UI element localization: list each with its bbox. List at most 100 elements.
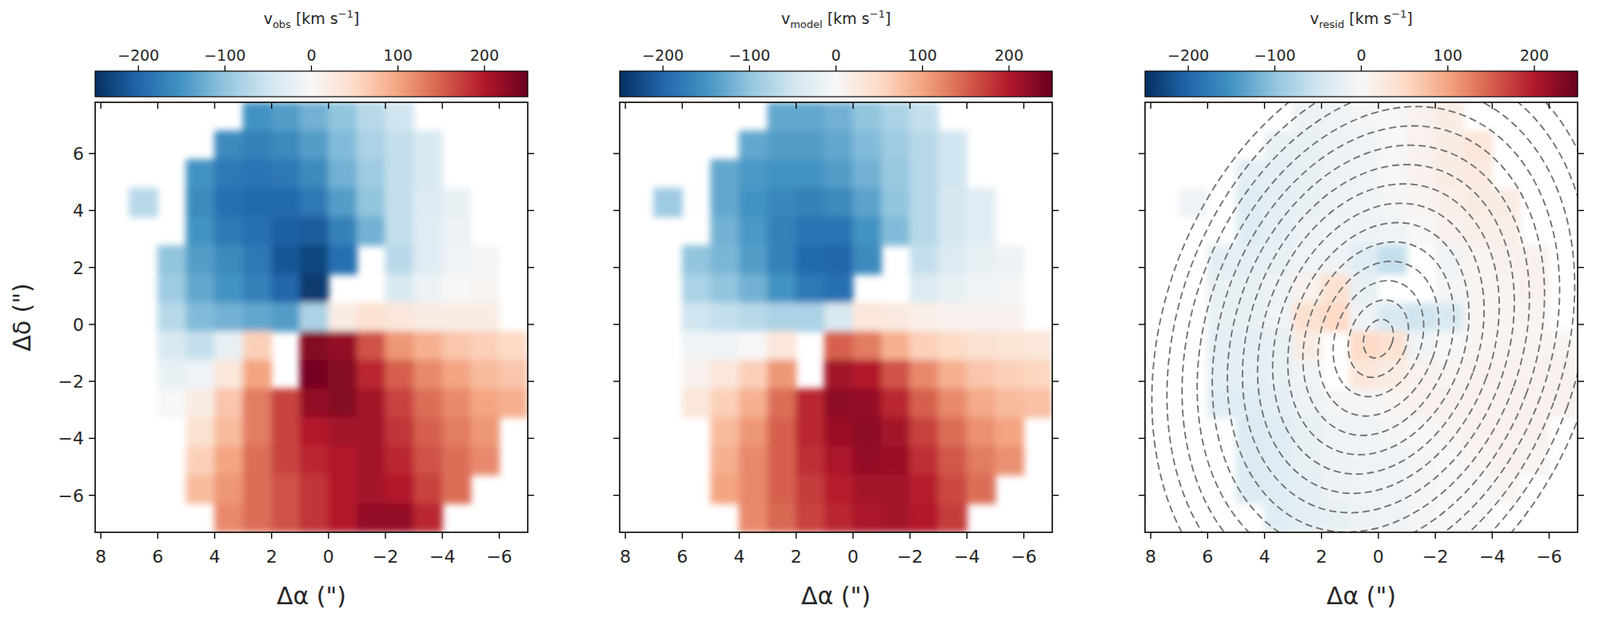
velocity-cell [243, 216, 273, 247]
colorbar-title-part: −1 [1391, 7, 1407, 20]
velocity-cell [852, 388, 882, 419]
x-tick-label: −2 [1422, 546, 1449, 567]
x-tick [498, 102, 500, 109]
velocity-cell [1264, 274, 1294, 304]
colorbar-title: vmodel [km s−1] [781, 7, 891, 31]
velocity-cell [1435, 187, 1465, 218]
colorbar-tick [483, 65, 485, 72]
velocity-cell [1435, 446, 1465, 476]
velocity-cell [852, 245, 882, 276]
velocity-cell [1292, 331, 1323, 361]
velocity-cell [185, 417, 216, 447]
velocity-cell [852, 130, 882, 160]
y-tick [1052, 152, 1059, 154]
velocity-cell [1435, 417, 1465, 447]
velocity-map [1178, 102, 1578, 533]
velocity-cell [710, 474, 740, 505]
velocity-cell [327, 303, 358, 333]
velocity-cell [1406, 417, 1437, 447]
x-tick [852, 532, 854, 539]
model-ring [1145, 102, 1578, 533]
velocity-cell [1406, 359, 1437, 390]
velocity-cell [1349, 245, 1380, 276]
velocity-cell [271, 474, 301, 505]
velocity-cell [498, 388, 528, 419]
velocity-cell [1264, 388, 1294, 419]
velocity-cell [327, 245, 358, 276]
x-tick-label: 6 [1201, 546, 1213, 567]
velocity-cell [1406, 303, 1437, 333]
velocity-cell [1492, 274, 1522, 304]
y-tick [1138, 438, 1146, 439]
velocity-cell [1264, 474, 1294, 505]
x-tick-label: 4 [733, 546, 745, 567]
velocity-cell [1377, 187, 1408, 218]
velocity-cell [1292, 474, 1323, 505]
velocity-cell [385, 159, 415, 189]
y-tick [1052, 438, 1059, 439]
velocity-cell [413, 446, 443, 476]
velocity-cell [1406, 388, 1437, 419]
velocity-cell [710, 187, 740, 218]
colorbar-tick-label: 100 [908, 46, 938, 64]
colorbar-title-part: ] [1406, 9, 1413, 28]
y-tick [613, 438, 620, 439]
velocity-cell [185, 359, 216, 390]
velocity-cell [682, 331, 712, 361]
colorbar-tick [1008, 65, 1010, 72]
velocity-cell [966, 274, 997, 304]
velocity-cell [994, 331, 1025, 361]
y-tick [1577, 323, 1585, 325]
velocity-cell [243, 130, 273, 160]
model-ring [1175, 102, 1578, 533]
velocity-cell [271, 130, 301, 160]
velocity-cell [909, 417, 940, 447]
x-axis-title: Δα (") [276, 582, 347, 611]
velocity-cell [1463, 388, 1493, 419]
velocity-cell [442, 303, 472, 333]
velocity-cell [994, 303, 1025, 333]
y-tick [88, 323, 96, 325]
colorbar-tick-label: −100 [1253, 46, 1296, 64]
x-tick [271, 102, 272, 109]
velocity-cell [470, 245, 500, 276]
velocity-cell [909, 245, 940, 276]
velocity-cell [1349, 446, 1380, 476]
velocity-cell [710, 216, 740, 247]
velocity-cell [881, 388, 911, 419]
y-tick-label: −4 [58, 428, 84, 449]
velocity-cell [1320, 417, 1351, 447]
velocity-cell [937, 474, 968, 505]
velocity-cell [356, 503, 387, 533]
velocity-cell [385, 303, 415, 333]
velocity-cell [937, 417, 968, 447]
velocity-cell [413, 503, 443, 533]
velocity-cell [243, 187, 273, 218]
velocity-cell [767, 388, 798, 419]
velocity-cell [738, 159, 769, 189]
velocity-cell [1520, 446, 1550, 476]
velocity-cell [966, 359, 997, 390]
x-tick [1023, 532, 1025, 539]
y-tick [1138, 152, 1146, 154]
velocity-cell [738, 446, 769, 476]
velocity-cell [738, 359, 769, 390]
colorbar-title-part: [km s [291, 9, 339, 28]
velocity-cell [299, 274, 330, 304]
velocity-cell [299, 245, 330, 276]
velocity-cell [442, 359, 472, 390]
y-tick [1052, 380, 1059, 382]
velocity-cell [881, 446, 911, 476]
velocity-cell [413, 359, 443, 390]
velocity-cell [385, 359, 415, 390]
velocity-cell [356, 216, 387, 247]
velocity-cell [767, 130, 798, 160]
y-tick [1052, 267, 1059, 268]
x-tick-label: −4 [1479, 546, 1505, 567]
velocity-cell [710, 274, 740, 304]
y-tick [1577, 152, 1585, 154]
velocity-cell [299, 359, 330, 390]
y-tick-label: −2 [58, 371, 84, 392]
velocity-cell [909, 274, 940, 304]
y-tick [1052, 494, 1059, 496]
